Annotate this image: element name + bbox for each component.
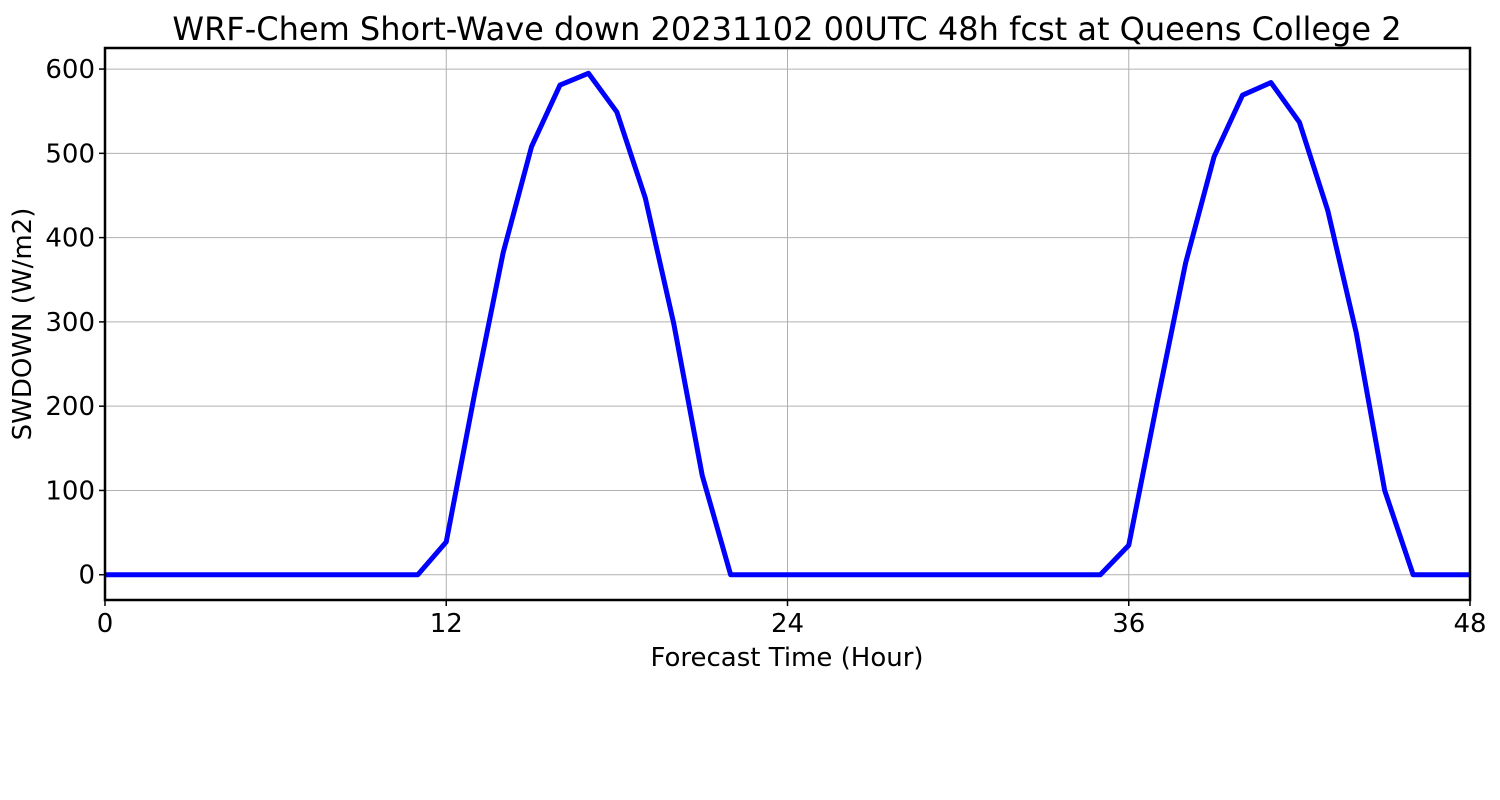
y-tick-label: 600 xyxy=(45,55,95,85)
series-layer xyxy=(105,70,1470,578)
y-tick-label: 200 xyxy=(45,392,95,422)
x-tick-label: 48 xyxy=(1453,609,1486,639)
y-axis-label: SWDOWN (W/m2) xyxy=(8,208,38,441)
grid-layer xyxy=(104,48,1471,600)
chart-title: WRF-Chem Short-Wave down 20231102 00UTC … xyxy=(172,10,1401,48)
x-tick-label: 24 xyxy=(771,609,804,639)
y-tick-label: 400 xyxy=(45,224,95,254)
x-tick-label: 0 xyxy=(97,609,114,639)
x-axis-label: Forecast Time (Hour) xyxy=(650,643,923,673)
y-tick-label: 100 xyxy=(45,476,95,506)
x-tick-label: 12 xyxy=(430,609,463,639)
y-tick-label: 300 xyxy=(45,308,95,338)
tick-layer: 0 12 24 36 48 0 100 200 300 400 500 600 xyxy=(45,55,1486,639)
x-tick-label: 36 xyxy=(1112,609,1145,639)
series-line xyxy=(105,70,1470,578)
y-tick-label: 500 xyxy=(45,139,95,169)
y-tick-label: 0 xyxy=(78,561,95,591)
